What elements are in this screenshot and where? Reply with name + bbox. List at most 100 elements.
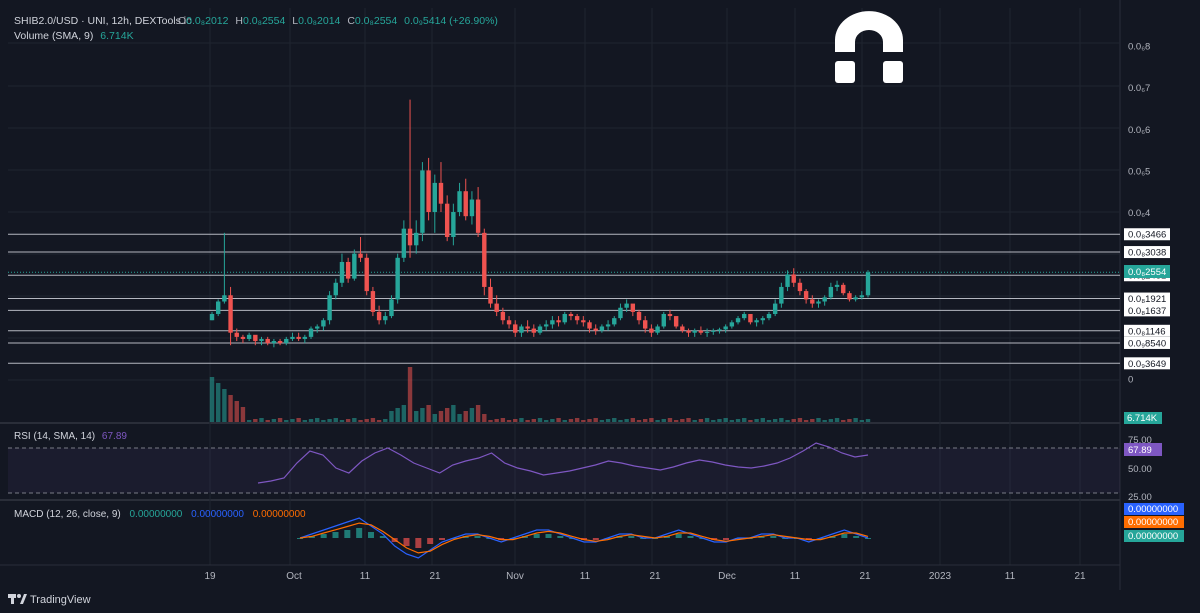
candle-body <box>290 336 295 339</box>
volume-bars <box>209 367 871 422</box>
candle-body <box>661 313 666 327</box>
rsi-tick-50: 50.00 <box>1128 464 1152 475</box>
volume-bar <box>562 420 567 422</box>
candle-body <box>389 299 394 317</box>
rsi-value-badge <box>1124 443 1162 456</box>
candle-body <box>234 332 239 337</box>
volume-bar <box>729 420 735 422</box>
time-tick: 11 <box>360 571 371 582</box>
candle-body <box>581 320 586 323</box>
candle-body <box>376 311 382 321</box>
volume-bar <box>414 411 419 422</box>
macd-hist-bar <box>865 538 871 539</box>
volume-bar <box>513 419 518 422</box>
candle-body <box>797 282 803 292</box>
candle-body <box>358 253 363 258</box>
volume-bar <box>364 419 369 422</box>
candle-body <box>321 320 326 327</box>
tradingview-brand[interactable]: TradingView <box>8 594 91 606</box>
volume-bar <box>612 418 617 422</box>
macd-hist-bar <box>533 534 540 538</box>
volume-bar <box>865 419 871 422</box>
level-badge <box>1124 292 1170 305</box>
candle-body <box>209 313 215 321</box>
volume-bar <box>834 418 840 422</box>
candle-body <box>841 284 846 294</box>
candle-body <box>228 295 233 333</box>
volume-bar <box>791 419 796 422</box>
candle-body <box>531 328 537 333</box>
o-label: O <box>178 15 186 27</box>
level-label: 0.0₈3466 <box>1128 230 1166 241</box>
volume-bar <box>246 420 252 422</box>
volume-bar <box>723 418 728 422</box>
macd-hist-bar <box>427 538 434 544</box>
volume-value: 6.714K <box>100 30 133 42</box>
candle-body <box>803 291 809 300</box>
volume-bar <box>519 418 524 422</box>
rsi-legend: RSI (14, SMA, 14) 67.89 <box>14 431 127 442</box>
volume-bar <box>766 420 772 422</box>
volume-bar <box>265 420 270 422</box>
volume-bar <box>506 420 512 422</box>
level-badges: 0.0₈34660.0₈30380.0₈24810.0₈19210.0₈1637… <box>1124 228 1170 370</box>
volume-bar <box>735 419 741 422</box>
price-axis[interactable]: 0.0₆8 0.0₆7 0.0₆6 0.0₆5 0.0₆4 0 <box>1128 42 1150 386</box>
time-tick: Dec <box>718 571 736 582</box>
volume-bar <box>315 418 320 422</box>
candle-body <box>574 316 580 321</box>
candle-body <box>364 257 369 292</box>
volume-bar <box>698 419 704 422</box>
c-label: C <box>347 15 355 27</box>
volume-bar <box>587 419 592 422</box>
candle-body <box>519 326 524 333</box>
macd-legend: MACD (12, 26, close, 9) 0.00000000 0.000… <box>14 509 306 520</box>
candle-body <box>636 311 642 321</box>
level-badge <box>1124 246 1170 259</box>
candle-body <box>748 313 753 323</box>
candle-body <box>711 330 716 332</box>
candle-body <box>822 297 827 302</box>
candle-body <box>438 182 444 204</box>
candle-body <box>828 286 834 298</box>
candle-body <box>612 318 617 325</box>
volume-bar <box>556 418 561 422</box>
dextools-logo <box>835 11 903 83</box>
level-badge <box>1124 336 1170 349</box>
candle-body <box>414 232 419 246</box>
macd-hist-bar <box>320 534 327 538</box>
time-tick: 21 <box>429 571 441 582</box>
volume-bar <box>797 418 803 422</box>
volume-bar <box>296 418 301 422</box>
candle-body <box>333 282 338 296</box>
candle-body <box>407 228 413 246</box>
volume-bar <box>785 420 790 422</box>
symbol-title[interactable]: SHIB2.0/USD · UNI, 12h, DEXTools.io <box>14 15 192 27</box>
level-label: 0.0₈1921 <box>1128 294 1166 305</box>
candle-body <box>618 307 623 319</box>
volume-bar <box>234 401 239 422</box>
volume-badge-label: 6.714K <box>1127 413 1158 424</box>
volume-bar <box>655 420 660 422</box>
candle-body <box>649 328 654 333</box>
volume-bar <box>277 418 283 422</box>
change-value: 0.0₉5414 (+26.90%) <box>404 15 498 27</box>
volume-bar <box>240 407 246 422</box>
candle-body <box>655 326 660 333</box>
macd-hist-bar <box>723 538 729 540</box>
candle-body <box>296 336 301 339</box>
time-axis[interactable]: 19 Oct 11 21 Nov 11 21 Dec 11 21 2023 11 21 <box>204 571 1086 582</box>
volume-bar <box>308 419 314 422</box>
candle-body <box>723 326 728 330</box>
macd-hist-bar <box>853 536 860 538</box>
candle-body <box>766 313 772 319</box>
volume-bar <box>482 414 487 422</box>
candle-body <box>550 320 555 325</box>
volume-legend: Volume (SMA, 9) 6.714K <box>14 30 134 42</box>
h-label: H <box>235 15 243 27</box>
volume-bar <box>259 418 264 422</box>
macd-hist-bar <box>628 536 635 538</box>
macd-hist-bar <box>841 534 848 538</box>
